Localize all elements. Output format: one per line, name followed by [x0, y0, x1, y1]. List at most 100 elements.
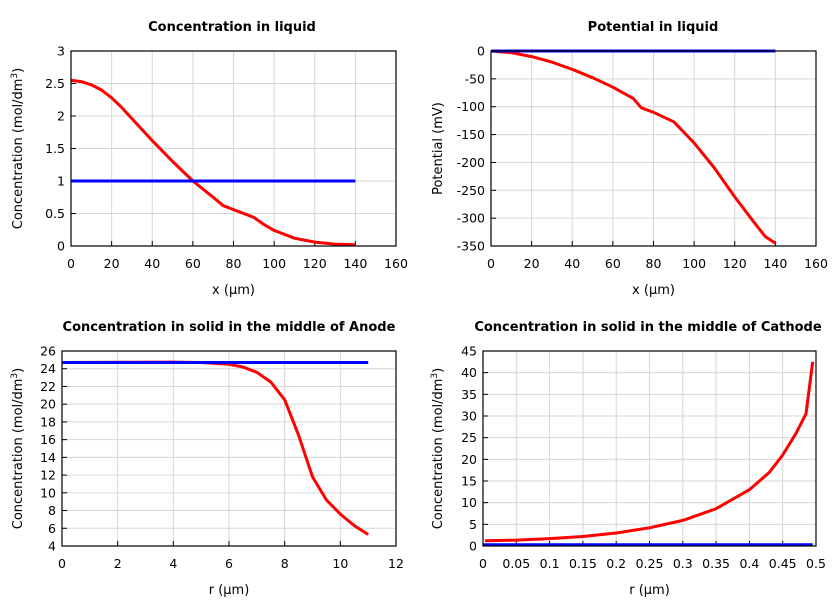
chart-4: 0 0.05 0.1 0.15 0.2 0.25 0.3 0.35 0.4 0.45 0.5 0 5 10… [430, 320, 826, 598]
y-tick-label: 10 [40, 485, 56, 500]
x-tick-label: 60 [185, 256, 201, 271]
x-tick-label: 0.25 [636, 556, 664, 571]
x-tick-label: 0.1 [540, 556, 560, 571]
y-tick-label: 10 [461, 495, 477, 510]
x-tick-label: 0.3 [673, 556, 693, 571]
x-tick-label: 40 [144, 256, 160, 271]
y-tick-label: 0 [477, 44, 485, 59]
x-tick-label: 0 [479, 556, 487, 571]
y-axis-label-superscript: 3 [10, 373, 20, 379]
x-tick-label: 0 [58, 556, 66, 571]
plot-frame [70, 50, 397, 247]
y-axis-label-end: ) [431, 368, 446, 373]
x-tick-label: 160 [804, 256, 828, 271]
x-tick-label: 80 [646, 256, 662, 271]
x-axis-label: r (µm) [209, 583, 250, 598]
y-tick-label: 26 [40, 344, 56, 359]
x-tick-label: 0.05 [502, 556, 530, 571]
x-tick-label: 20 [524, 256, 540, 271]
y-axis-label-end: ) [11, 68, 26, 73]
y-tick-label: 2 [57, 109, 65, 124]
x-tick-label: 0.15 [569, 556, 597, 571]
x-axis-label: x (µm) [632, 283, 675, 298]
x-tick-label: 0.5 [806, 556, 826, 571]
x-tick-label: 80 [226, 256, 242, 271]
y-axis-label-superscript: 3 [430, 373, 440, 379]
y-tick-label: 20 [461, 452, 477, 467]
y-tick-label: 3 [57, 44, 65, 59]
chart-1: 0 20 40 60 80 100 120 140 16000.511.522.53Concen… [10, 20, 408, 298]
x-tick-label: 60 [605, 256, 621, 271]
chart-3: 0 2 4 6 8 10 12468101214161820222426Concentrat… [10, 320, 404, 598]
y-axis-label-text: Concentration (mol/dm [431, 379, 446, 530]
x-axis-label: x (µm) [212, 283, 255, 298]
series-line-red [70, 78, 356, 247]
x-tick-label: 0.45 [769, 556, 797, 571]
y-axis-label: Concentration (mol/dm3) [430, 368, 446, 530]
y-tick-label: 12 [40, 468, 56, 483]
x-tick-label: 10 [332, 556, 348, 571]
x-tick-label: 160 [384, 256, 408, 271]
series-line-red [484, 361, 815, 543]
x-tick-label: 0 [67, 256, 75, 271]
chart-title: Potential in liquid [588, 20, 719, 35]
x-tick-label: 8 [281, 556, 289, 571]
y-tick-label: 15 [461, 474, 477, 489]
y-tick-label: 0 [469, 539, 477, 554]
y-tick-label: 35 [461, 387, 477, 402]
x-tick-label: 0.2 [606, 556, 626, 571]
y-tick-label: 18 [40, 414, 56, 429]
y-tick-label: 8 [48, 503, 56, 518]
y-tick-label: -100 [457, 99, 485, 114]
x-tick-label: 4 [169, 556, 177, 571]
y-tick-label: -350 [457, 239, 485, 254]
y-tick-label: 2.5 [45, 76, 65, 91]
y-axis-label-text: Concentration (mol/dm [11, 79, 26, 230]
series-line-red [61, 360, 370, 536]
y-axis-label: Concentration (mol/dm3) [10, 368, 26, 530]
x-tick-label: 40 [564, 256, 580, 271]
y-axis-label-end: ) [11, 368, 26, 373]
y-tick-label: 20 [40, 397, 56, 412]
y-tick-label: 24 [40, 361, 56, 376]
x-tick-label: 120 [303, 256, 327, 271]
y-tick-label: -300 [457, 211, 485, 226]
y-tick-label: 14 [40, 450, 56, 465]
plot-frame [490, 50, 817, 247]
chart-2: 0 20 40 60 80 100 120 140 160 -350 -300 -250 -200 -15… [431, 20, 828, 298]
chart-title: Concentration in solid in the middle of … [474, 320, 822, 335]
x-tick-label: 140 [763, 256, 787, 271]
y-tick-label: -200 [457, 155, 485, 170]
y-axis-label: Potential (mV) [431, 102, 446, 195]
y-axis-label-text: Potential (mV) [431, 102, 446, 195]
chart-title: Concentration in solid in the middle of … [63, 320, 396, 335]
x-tick-label: 0.35 [702, 556, 730, 571]
x-tick-label: 100 [682, 256, 706, 271]
y-tick-label: -150 [457, 127, 485, 142]
y-axis-label-superscript: 3 [10, 73, 20, 79]
y-tick-label: 1 [57, 174, 65, 189]
x-tick-label: 20 [104, 256, 120, 271]
x-tick-label: 2 [114, 556, 122, 571]
x-tick-label: 100 [262, 256, 286, 271]
y-tick-label: 30 [461, 409, 477, 424]
y-tick-label: 16 [40, 432, 56, 447]
y-tick-label: 25 [461, 430, 477, 445]
y-tick-label: 1.5 [45, 141, 65, 156]
y-tick-label: 0 [57, 239, 65, 254]
x-tick-label: 0.4 [739, 556, 759, 571]
x-tick-label: 120 [723, 256, 747, 271]
y-tick-label: 40 [461, 365, 477, 380]
y-tick-label: -50 [465, 71, 485, 86]
series-line-red [490, 49, 777, 245]
y-tick-label: 4 [48, 539, 56, 554]
y-tick-label: 5 [469, 517, 477, 532]
y-tick-label: 6 [48, 521, 56, 536]
plot-frame [61, 350, 397, 547]
y-axis-label-text: Concentration (mol/dm [11, 379, 26, 530]
x-tick-label: 0 [487, 256, 495, 271]
chart-title: Concentration in liquid [148, 20, 316, 35]
y-tick-label: 22 [40, 379, 56, 394]
x-tick-label: 6 [225, 556, 233, 571]
